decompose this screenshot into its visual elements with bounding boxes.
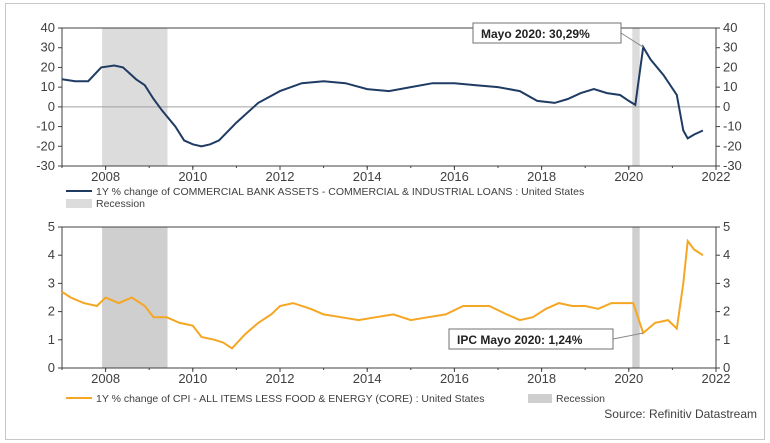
y-tick-label-right: 0: [723, 360, 730, 375]
y-tick-label-left: 3: [48, 275, 55, 290]
chart-frame: [5, 3, 765, 440]
bank-loans-series-line: [61, 44, 704, 148]
y-tick-label-right: 5: [723, 219, 730, 234]
legend-series-label: 1Y % change of COMMERCIAL BANK ASSETS - …: [96, 186, 584, 198]
y-tick-label-left: 2: [48, 304, 55, 319]
annotation-text: IPC Mayo 2020: 1,24%: [457, 333, 583, 347]
core-cpi-series-line: [61, 238, 704, 350]
y-tick-label-right: 0: [723, 99, 730, 114]
x-tick-labels: 2008 2010 2012 2014 2016 2018 2020 2022: [91, 169, 730, 184]
recession-band: [632, 227, 640, 368]
legend-recession-label: Recession: [96, 198, 145, 210]
recession-bands: [102, 28, 640, 166]
plot-border: [61, 27, 717, 167]
annotation-mayo-2020: Mayo 2020: 30,29%: [472, 22, 644, 48]
recession-bands: [102, 227, 640, 368]
x-tick-label: 2020: [614, 371, 643, 386]
y-tick-label-left: 4: [48, 247, 55, 262]
x-tick-label: 2018: [527, 169, 556, 184]
legend-recession-label: Recession: [556, 393, 605, 405]
x-tick-label: 2020: [614, 169, 643, 184]
x-tick-label: 2008: [91, 371, 120, 386]
y-tick-label-left: 0: [48, 99, 55, 114]
annotation-box: [448, 328, 614, 350]
y-tick-label-right: -30: [723, 158, 742, 173]
core-cpi-chart: 5 5 4 4 3 3 2 2 1 1 0 0 2008 2010 2012 2014 2016 2018 202…: [48, 219, 731, 405]
x-tick-label: 2014: [353, 371, 382, 386]
y-tick-label-left: 20: [41, 59, 55, 74]
x-tick-label: 2014: [353, 169, 382, 184]
y-tick-label-left: 5: [48, 219, 55, 234]
x-tick-label: 2010: [178, 169, 207, 184]
legend-recession-swatch: [66, 199, 92, 208]
axis-ticks: [58, 226, 720, 372]
y-tick-label-right: 40: [723, 20, 737, 35]
y-tick-label-right: 3: [723, 275, 730, 290]
plot-border: [61, 226, 717, 369]
y-tick-label-left: -10: [36, 119, 55, 134]
x-tick-label: 2022: [702, 169, 731, 184]
x-tick-label: 2008: [91, 169, 120, 184]
annotation-text: Mayo 2020: 30,29%: [481, 27, 590, 41]
annotation-ipc-mayo-2020: IPC Mayo 2020: 1,24%: [448, 328, 644, 350]
y-tick-label-right: -10: [723, 119, 742, 134]
y-tick-label-left: 1: [48, 332, 55, 347]
annotation-leader: [612, 332, 644, 340]
x-tick-label: 2016: [440, 169, 469, 184]
axis-ticks: [58, 27, 720, 170]
y-tick-label-right: 30: [723, 40, 737, 55]
y-tick-label-right: -20: [723, 138, 742, 153]
y-tick-label-right: 1: [723, 332, 730, 347]
x-tick-label: 2022: [702, 371, 731, 386]
y-tick-labels: 5 5 4 4 3 3 2 2 1 1 0 0: [48, 219, 730, 375]
y-tick-label-left: -30: [36, 158, 55, 173]
recession-band: [102, 227, 168, 368]
x-tick-label: 2012: [266, 371, 295, 386]
y-tick-label-right: 2: [723, 304, 730, 319]
legend-series-label: 1Y % change of CPI - ALL ITEMS LESS FOOD…: [96, 393, 484, 405]
legend-recession-swatch: [528, 394, 552, 403]
recession-band: [102, 28, 168, 166]
y-tick-label-right: 20: [723, 59, 737, 74]
x-tick-label: 2018: [527, 371, 556, 386]
x-tick-label: 2010: [178, 371, 207, 386]
annotation-leader: [620, 32, 644, 48]
y-tick-label-right: 4: [723, 247, 730, 262]
legend: 1Y % change of CPI - ALL ITEMS LESS FOOD…: [66, 393, 605, 405]
annotation-box: [472, 22, 622, 44]
y-tick-labels: 40 40 30 30 20 20 10 10 0 0 -10 -10 -20 -20 -30 -30: [36, 20, 742, 173]
y-tick-label-left: 30: [41, 40, 55, 55]
y-tick-label-left: -20: [36, 138, 55, 153]
x-tick-label: 2016: [440, 371, 469, 386]
y-tick-label-left: 10: [41, 79, 55, 94]
y-tick-label-right: 10: [723, 79, 737, 94]
x-tick-labels: 2008 2010 2012 2014 2016 2018 2020 2022: [91, 371, 730, 386]
x-tick-label: 2012: [266, 169, 295, 184]
legend: 1Y % change of COMMERCIAL BANK ASSETS - …: [66, 186, 584, 210]
y-tick-label-left: 40: [41, 20, 55, 35]
source-note: Source: Refinitiv Datastream: [604, 407, 757, 421]
y-tick-label-left: 0: [48, 360, 55, 375]
